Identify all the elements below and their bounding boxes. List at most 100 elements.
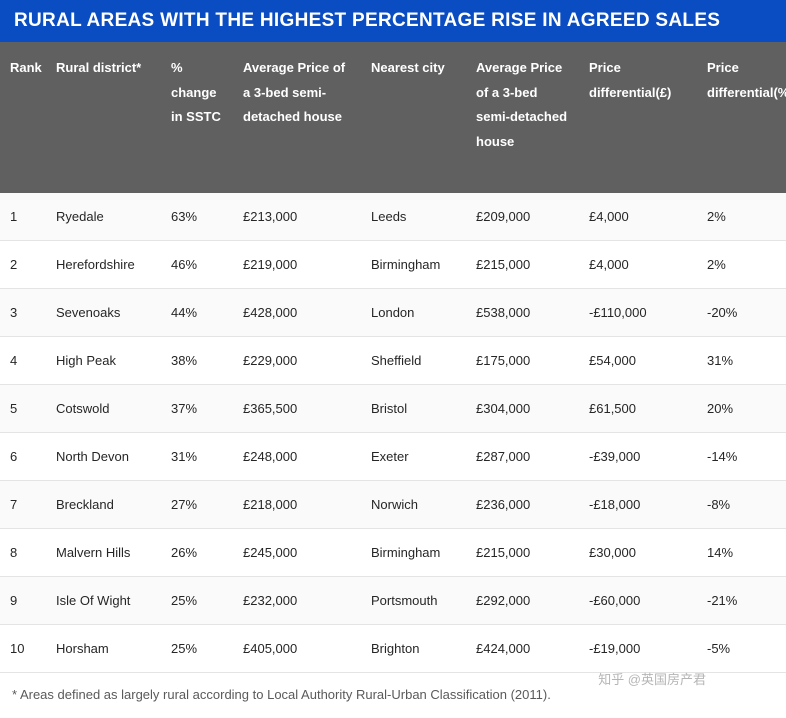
table-cell: £30,000 — [579, 528, 697, 576]
table-cell: £292,000 — [466, 576, 579, 624]
table-cell: 2 — [0, 240, 46, 288]
table-cell: Exeter — [361, 432, 466, 480]
table-row: 8Malvern Hills26%£245,000Birmingham£215,… — [0, 528, 786, 576]
table-row: 6North Devon31%£248,000Exeter£287,000-£3… — [0, 432, 786, 480]
table-cell: £4,000 — [579, 240, 697, 288]
col-avg-price-rural: Average Price of a 3-bed semi-detached h… — [233, 42, 361, 193]
col-price-diff-pct: Price differential(%) — [697, 42, 786, 193]
table-cell: £175,000 — [466, 336, 579, 384]
table-cell: £213,000 — [233, 193, 361, 241]
table-cell: Bristol — [361, 384, 466, 432]
table-cell: £287,000 — [466, 432, 579, 480]
table-cell: -21% — [697, 576, 786, 624]
table-cell: 4 — [0, 336, 46, 384]
table-cell: -20% — [697, 288, 786, 336]
table-cell: £424,000 — [466, 624, 579, 672]
table-cell: 37% — [161, 384, 233, 432]
table-cell: 25% — [161, 624, 233, 672]
table-cell: 1 — [0, 193, 46, 241]
table-cell: £215,000 — [466, 528, 579, 576]
table-cell: £405,000 — [233, 624, 361, 672]
table-cell: Sheffield — [361, 336, 466, 384]
table-cell: -£60,000 — [579, 576, 697, 624]
table-cell: 63% — [161, 193, 233, 241]
table-cell: £232,000 — [233, 576, 361, 624]
table-cell: Breckland — [46, 480, 161, 528]
table-row: 3Sevenoaks44%£428,000London£538,000-£110… — [0, 288, 786, 336]
table-cell: Birmingham — [361, 528, 466, 576]
table-cell: £219,000 — [233, 240, 361, 288]
table-cell: -£110,000 — [579, 288, 697, 336]
col-pct-change: % change in SSTC — [161, 42, 233, 193]
data-table: Rank Rural district* % change in SSTC Av… — [0, 42, 786, 673]
table-cell: £209,000 — [466, 193, 579, 241]
table-cell: Cotswold — [46, 384, 161, 432]
table-cell: Malvern Hills — [46, 528, 161, 576]
table-cell: £428,000 — [233, 288, 361, 336]
table-row: 4High Peak38%£229,000Sheffield£175,000£5… — [0, 336, 786, 384]
table-cell: 2% — [697, 240, 786, 288]
table-row: 9Isle Of Wight25%£232,000Portsmouth£292,… — [0, 576, 786, 624]
table-row: 10Horsham25%£405,000Brighton£424,000-£19… — [0, 624, 786, 672]
table-cell: £4,000 — [579, 193, 697, 241]
table-cell: Norwich — [361, 480, 466, 528]
table-cell: Portsmouth — [361, 576, 466, 624]
table-cell: £248,000 — [233, 432, 361, 480]
table-cell: 7 — [0, 480, 46, 528]
table-cell: 25% — [161, 576, 233, 624]
table-cell: 31% — [697, 336, 786, 384]
table-cell: -£39,000 — [579, 432, 697, 480]
table-cell: -5% — [697, 624, 786, 672]
table-cell: 14% — [697, 528, 786, 576]
table-cell: 8 — [0, 528, 46, 576]
table-cell: 10 — [0, 624, 46, 672]
table-cell: £54,000 — [579, 336, 697, 384]
table-cell: 31% — [161, 432, 233, 480]
table-container: RURAL AREAS WITH THE HIGHEST PERCENTAGE … — [0, 0, 786, 718]
table-cell: £236,000 — [466, 480, 579, 528]
table-cell: Herefordshire — [46, 240, 161, 288]
table-row: 5Cotswold37%£365,500Bristol£304,000£61,5… — [0, 384, 786, 432]
table-row: 7Breckland27%£218,000Norwich£236,000-£18… — [0, 480, 786, 528]
table-cell: Sevenoaks — [46, 288, 161, 336]
table-cell: 3 — [0, 288, 46, 336]
col-avg-price-city: Average Price of a 3-bed semi-detached h… — [466, 42, 579, 193]
table-body: 1Ryedale63%£213,000Leeds£209,000£4,0002%… — [0, 193, 786, 673]
table-cell: Horsham — [46, 624, 161, 672]
table-cell: 44% — [161, 288, 233, 336]
table-cell: -£19,000 — [579, 624, 697, 672]
table-cell: 9 — [0, 576, 46, 624]
col-price-diff-gbp: Price differential(£) — [579, 42, 697, 193]
table-cell: £215,000 — [466, 240, 579, 288]
table-cell: 26% — [161, 528, 233, 576]
table-cell: £304,000 — [466, 384, 579, 432]
table-cell: 27% — [161, 480, 233, 528]
table-cell: 20% — [697, 384, 786, 432]
table-cell: £365,500 — [233, 384, 361, 432]
table-row: 1Ryedale63%£213,000Leeds£209,000£4,0002% — [0, 193, 786, 241]
table-cell: London — [361, 288, 466, 336]
table-row: 2Herefordshire46%£219,000Birmingham£215,… — [0, 240, 786, 288]
table-title: RURAL AREAS WITH THE HIGHEST PERCENTAGE … — [0, 0, 786, 42]
col-rank: Rank — [0, 42, 46, 193]
table-cell: -14% — [697, 432, 786, 480]
table-cell: -8% — [697, 480, 786, 528]
table-cell: Brighton — [361, 624, 466, 672]
table-footnote: * Areas defined as largely rural accordi… — [0, 673, 786, 718]
table-cell: Isle Of Wight — [46, 576, 161, 624]
table-header-row: Rank Rural district* % change in SSTC Av… — [0, 42, 786, 193]
table-cell: £61,500 — [579, 384, 697, 432]
col-nearest-city: Nearest city — [361, 42, 466, 193]
table-cell: -£18,000 — [579, 480, 697, 528]
table-cell: £245,000 — [233, 528, 361, 576]
table-cell: 38% — [161, 336, 233, 384]
table-cell: Leeds — [361, 193, 466, 241]
table-cell: Birmingham — [361, 240, 466, 288]
table-cell: High Peak — [46, 336, 161, 384]
col-district: Rural district* — [46, 42, 161, 193]
table-cell: 6 — [0, 432, 46, 480]
table-cell: 46% — [161, 240, 233, 288]
table-cell: 2% — [697, 193, 786, 241]
table-cell: Ryedale — [46, 193, 161, 241]
table-cell: £538,000 — [466, 288, 579, 336]
